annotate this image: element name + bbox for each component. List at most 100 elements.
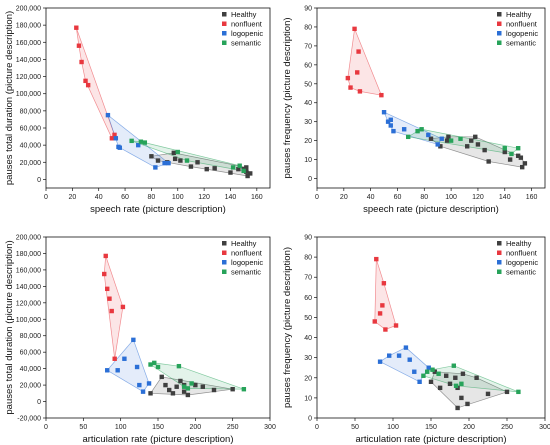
data-point-healthy xyxy=(432,369,437,374)
y-tick-label: 80,000 xyxy=(20,333,42,340)
x-tick-label: 0 xyxy=(44,424,48,431)
x-axis-label: articulation rate (picture description) xyxy=(355,434,506,445)
data-point-semantic xyxy=(451,363,456,368)
y-tick-label: 10 xyxy=(304,395,312,402)
y-tick-label: 70 xyxy=(304,43,312,50)
data-point-healthy xyxy=(469,138,474,143)
data-point-semantic xyxy=(430,367,435,372)
data-point-healthy xyxy=(167,387,172,393)
legend-label-semantic: semantic xyxy=(231,267,261,276)
data-point-nonfluent xyxy=(345,75,351,81)
x-tick-label: 120 xyxy=(472,194,484,201)
data-point-logopenic xyxy=(113,136,119,141)
data-point-logopenic xyxy=(134,364,140,370)
y-tick-label: 140,000 xyxy=(16,284,41,291)
data-point-healthy xyxy=(236,166,241,172)
data-point-healthy xyxy=(447,381,453,387)
data-point-semantic xyxy=(502,146,507,151)
data-point-logopenic xyxy=(412,369,417,374)
data-point-healthy xyxy=(228,170,233,175)
plot-frame xyxy=(316,7,546,189)
data-point-nonfluent xyxy=(120,304,126,310)
data-point-logopenic xyxy=(381,110,387,115)
data-point-logopenic xyxy=(131,337,136,343)
legend-label-healthy: Healthy xyxy=(506,10,532,19)
data-point-semantic xyxy=(189,381,194,386)
legend-marker-semantic xyxy=(497,40,502,45)
data-point-healthy xyxy=(148,391,153,396)
data-point-nonfluent xyxy=(377,311,383,316)
data-point-healthy xyxy=(465,144,470,149)
data-point-healthy xyxy=(520,164,525,170)
legend-marker-nonfluent xyxy=(497,21,502,26)
x-tick-label: 80 xyxy=(148,194,156,201)
y-tick-label: 50 xyxy=(304,315,312,322)
x-tick-label: 0 xyxy=(315,424,319,431)
data-point-nonfluent xyxy=(109,308,114,314)
data-point-healthy xyxy=(460,371,466,376)
data-point-logopenic xyxy=(166,160,171,166)
y-tick-label: 10 xyxy=(304,157,312,164)
x-tick-label: 160 xyxy=(251,194,263,201)
y-tick-label: 40 xyxy=(304,100,312,107)
x-axis-label: speech rate (picture description) xyxy=(90,204,226,215)
data-point-semantic xyxy=(458,136,463,141)
y-tick-label: 60,000 xyxy=(20,350,42,357)
data-point-healthy xyxy=(178,378,183,384)
data-point-healthy xyxy=(502,149,507,155)
data-point-healthy xyxy=(188,164,194,169)
x-tick-label: 40 xyxy=(367,194,375,201)
data-point-healthy xyxy=(482,147,487,153)
data-point-semantic xyxy=(142,140,148,145)
legend-marker-healthy xyxy=(497,241,502,246)
data-point-logopenic xyxy=(391,128,396,134)
y-tick-label: 90 xyxy=(304,6,312,13)
legend-marker-logopenic xyxy=(497,31,502,36)
y-tick-label: 120,000 xyxy=(16,74,41,81)
data-point-healthy xyxy=(474,375,479,380)
y-tick-label: 90 xyxy=(304,235,312,242)
data-point-healthy xyxy=(159,374,164,380)
data-point-healthy xyxy=(244,165,249,170)
y-tick-label: 60,000 xyxy=(20,126,42,133)
data-point-logopenic xyxy=(439,136,444,141)
data-point-semantic xyxy=(419,127,424,132)
data-point-semantic xyxy=(406,134,411,140)
y-axis-label: pauses total duration (picture descripti… xyxy=(4,11,15,185)
data-point-healthy xyxy=(204,166,209,172)
x-tick-label: 60 xyxy=(121,194,129,201)
x-axis-label: speech rate (picture description) xyxy=(363,204,499,215)
data-point-logopenic xyxy=(385,119,391,124)
legend-label-logopenic: logopenic xyxy=(506,258,538,267)
y-tick-label: 0 xyxy=(308,176,312,183)
data-point-logopenic xyxy=(122,356,127,361)
data-point-nonfluent xyxy=(112,132,117,138)
data-point-logopenic xyxy=(417,379,422,384)
y-tick-label: 200,000 xyxy=(16,6,41,13)
legend-label-semantic: semantic xyxy=(506,267,536,276)
data-point-healthy xyxy=(518,155,524,160)
x-tick-label: 40 xyxy=(95,194,103,201)
data-point-semantic xyxy=(175,149,180,155)
data-point-nonfluent xyxy=(379,92,384,98)
data-point-healthy xyxy=(475,142,481,147)
legend-marker-healthy xyxy=(222,12,227,17)
legend-marker-semantic xyxy=(497,269,502,274)
x-tick-label: 50 xyxy=(79,424,87,431)
legend-marker-healthy xyxy=(222,241,227,246)
x-tick-label: 300 xyxy=(264,424,276,431)
y-tick-label: 60 xyxy=(304,62,312,69)
data-point-healthy xyxy=(428,136,434,141)
x-tick-label: 20 xyxy=(68,194,76,201)
x-tick-label: 100 xyxy=(115,424,127,431)
x-tick-label: 50 xyxy=(351,424,359,431)
data-point-logopenic xyxy=(117,145,122,150)
data-point-semantic xyxy=(129,138,134,144)
data-point-nonfluent xyxy=(374,256,379,262)
data-point-healthy xyxy=(459,395,464,401)
y-tick-label: 200,000 xyxy=(16,235,41,242)
data-point-logopenic xyxy=(401,127,407,132)
legend-marker-healthy xyxy=(497,12,502,17)
data-point-healthy xyxy=(444,373,449,378)
data-point-semantic xyxy=(425,369,430,374)
